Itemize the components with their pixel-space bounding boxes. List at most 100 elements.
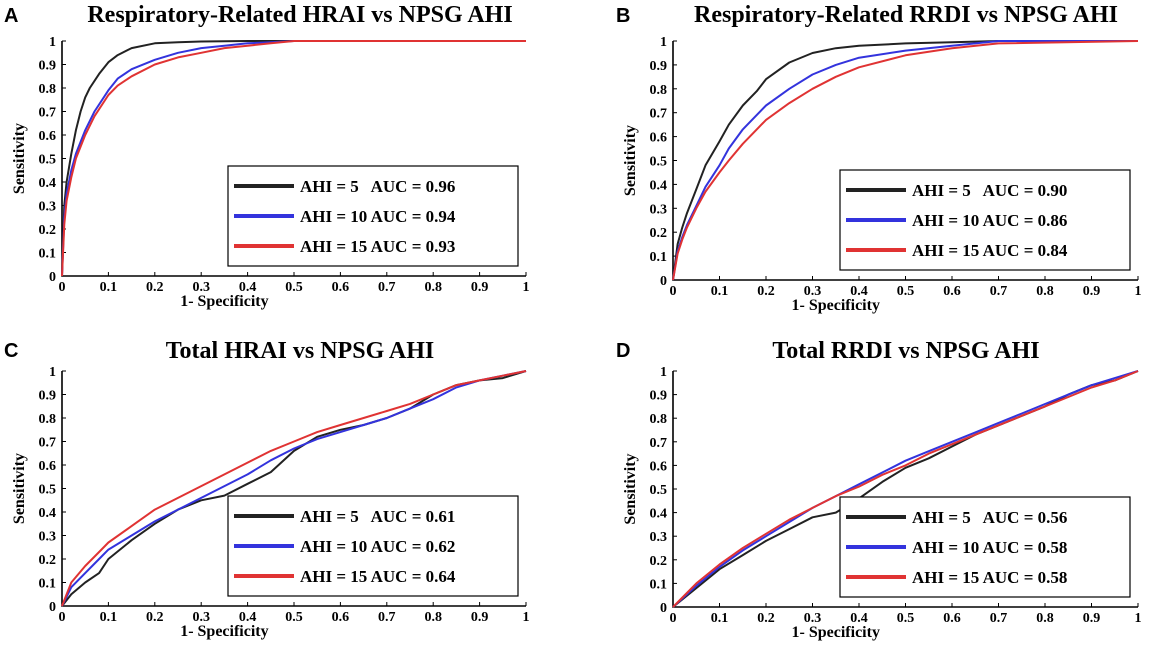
x-tick-label: 0 bbox=[59, 610, 66, 625]
y-tick-label: 0.5 bbox=[650, 155, 668, 170]
x-tick-label: 0.1 bbox=[711, 284, 729, 299]
legend-label-series-1: AHI = 5 AUC = 0.96 bbox=[300, 177, 455, 196]
x-tick-label: 0 bbox=[670, 284, 677, 299]
y-tick-label: 0.9 bbox=[39, 59, 57, 74]
x-tick-label: 0.3 bbox=[804, 284, 822, 299]
x-axis-label: 1- Specificity bbox=[792, 297, 880, 314]
legend: AHI = 5 AUC = 0.96 AHI = 10 AUC = 0.94 AHI… bbox=[227, 165, 519, 267]
y-tick-label: 0.8 bbox=[39, 82, 57, 97]
y-tick-label: 0.7 bbox=[39, 106, 57, 121]
y-tick-label: 0.3 bbox=[39, 530, 57, 545]
x-tick-label: 1 bbox=[523, 610, 530, 625]
x-tick-label: 0.8 bbox=[1036, 611, 1054, 626]
roc-curve-series-2 bbox=[61, 370, 527, 607]
x-tick-label: 0.9 bbox=[471, 610, 489, 625]
x-tick-label: 0.5 bbox=[285, 280, 303, 295]
y-tick-label: 0.3 bbox=[39, 200, 57, 215]
x-tick-label: 0.8 bbox=[424, 280, 442, 295]
roc-curve-series-3 bbox=[672, 370, 1139, 608]
x-tick-label: 0.9 bbox=[1083, 611, 1101, 626]
y-tick-label: 0.2 bbox=[39, 223, 57, 238]
x-tick-label: 0.7 bbox=[378, 610, 396, 625]
chart-title: Respiratory-Related HRAI vs NPSG AHI bbox=[87, 2, 512, 28]
x-axis-label: 1- Specificity bbox=[180, 623, 268, 640]
y-tick-label: 0.5 bbox=[39, 153, 57, 168]
y-tick-label: 0.9 bbox=[39, 389, 57, 404]
x-tick-label: 0.7 bbox=[990, 284, 1008, 299]
y-tick-label: 0.3 bbox=[650, 530, 668, 545]
x-axis-label: 1- Specificity bbox=[180, 293, 268, 310]
x-tick-label: 0 bbox=[670, 611, 677, 626]
y-tick-label: 0.8 bbox=[650, 412, 668, 427]
y-tick-label: 0.8 bbox=[39, 412, 57, 427]
y-tick-label: 0.7 bbox=[650, 107, 668, 122]
legend: AHI = 5 AUC = 0.61 AHI = 10 AUC = 0.62 AHI… bbox=[227, 495, 519, 597]
x-tick-label: 0.5 bbox=[897, 611, 915, 626]
roc-curve-series-2 bbox=[61, 40, 526, 277]
chart-title: Total RRDI vs NPSG AHI bbox=[772, 338, 1039, 364]
roc-curve-series-1 bbox=[672, 40, 1138, 281]
y-tick-label: 0.2 bbox=[650, 226, 668, 241]
x-tick-label: 0.4 bbox=[850, 284, 868, 299]
x-tick-label: 0.2 bbox=[146, 610, 164, 625]
panel-c: C Total HRAI vs NPSG AHI 0 0.1 0.2 0.3 0.4 0.5 0… bbox=[4, 338, 530, 640]
x-tick-label: 0.6 bbox=[332, 280, 350, 295]
y-tick-label: 0 bbox=[660, 274, 667, 289]
legend-label-series-1: AHI = 5 AUC = 0.61 bbox=[300, 507, 455, 526]
x-tick-label: 0.7 bbox=[990, 611, 1008, 626]
x-axis-label: 1- Specificity bbox=[792, 624, 880, 641]
y-axis-label: Sensitivity bbox=[622, 125, 639, 196]
legend: AHI = 5 AUC = 0.56 AHI = 10 AUC = 0.58 AHI… bbox=[839, 496, 1131, 598]
roc-curve-series-3 bbox=[672, 40, 1139, 281]
y-tick-label: 0.6 bbox=[650, 459, 668, 474]
y-tick-label: 0 bbox=[660, 601, 667, 616]
y-tick-label: 0.4 bbox=[39, 176, 57, 191]
roc-curve-series-2 bbox=[672, 370, 1139, 608]
y-tick-label: 0.3 bbox=[650, 202, 668, 217]
x-tick-label: 0.2 bbox=[757, 284, 775, 299]
legend-label-series-2: AHI = 10 AUC = 0.94 bbox=[300, 207, 456, 226]
legend-label-series-2: AHI = 10 AUC = 0.86 bbox=[912, 211, 1067, 230]
roc-curve-series-3 bbox=[61, 40, 526, 277]
legend-label-series-1: AHI = 5 AUC = 0.56 bbox=[912, 508, 1067, 527]
y-tick-label: 0.6 bbox=[39, 459, 57, 474]
legend: AHI = 5 AUC = 0.90 AHI = 10 AUC = 0.86 AHI… bbox=[839, 169, 1131, 271]
x-tick-label: 0.4 bbox=[239, 610, 257, 625]
y-tick-label: 0.1 bbox=[650, 250, 668, 265]
x-tick-label: 0 bbox=[59, 280, 66, 295]
y-tick-label: 1 bbox=[660, 365, 667, 380]
y-tick-label: 0.7 bbox=[650, 436, 668, 451]
roc-curve-series-1 bbox=[61, 40, 526, 277]
y-tick-label: 0.1 bbox=[39, 247, 57, 262]
y-tick-label: 0.5 bbox=[39, 483, 57, 498]
x-tick-label: 0.1 bbox=[711, 611, 729, 626]
y-tick-label: 0.4 bbox=[650, 507, 668, 522]
y-tick-label: 0.7 bbox=[39, 436, 57, 451]
y-tick-label: 0.6 bbox=[39, 129, 57, 144]
y-tick-label: 0.2 bbox=[39, 553, 57, 568]
legend-label-series-2: AHI = 10 AUC = 0.62 bbox=[300, 537, 455, 556]
x-tick-label: 0.9 bbox=[1083, 284, 1101, 299]
panel-letter-d: D bbox=[616, 340, 630, 362]
panel-d: D Total RRDI vs NPSG AHI 0 0.1 0.2 0.3 0.4 0.5 0… bbox=[616, 338, 1142, 641]
y-tick-label: 0.8 bbox=[650, 83, 668, 98]
x-tick-label: 0.1 bbox=[100, 280, 118, 295]
x-tick-label: 0.5 bbox=[897, 284, 915, 299]
x-tick-label: 0.1 bbox=[100, 610, 118, 625]
x-tick-label: 0.4 bbox=[850, 611, 868, 626]
x-tick-label: 0.3 bbox=[192, 610, 210, 625]
x-tick-label: 0.2 bbox=[757, 611, 775, 626]
y-tick-label: 1 bbox=[660, 35, 667, 50]
x-tick-label: 0.3 bbox=[804, 611, 822, 626]
panel-letter-c: C bbox=[4, 340, 18, 362]
x-tick-label: 0.7 bbox=[378, 280, 396, 295]
y-axis-label: Sensitivity bbox=[11, 123, 28, 194]
legend-label-series-3: AHI = 15 AUC = 0.64 bbox=[300, 567, 456, 586]
chart-title: Respiratory-Related RRDI vs NPSG AHI bbox=[694, 2, 1118, 28]
x-tick-label: 1 bbox=[1135, 284, 1142, 299]
y-axis-label: Sensitivity bbox=[622, 453, 639, 524]
y-tick-label: 1 bbox=[49, 35, 56, 50]
y-tick-label: 0 bbox=[49, 270, 56, 285]
x-tick-label: 0.9 bbox=[471, 280, 489, 295]
x-tick-label: 0.2 bbox=[146, 280, 164, 295]
